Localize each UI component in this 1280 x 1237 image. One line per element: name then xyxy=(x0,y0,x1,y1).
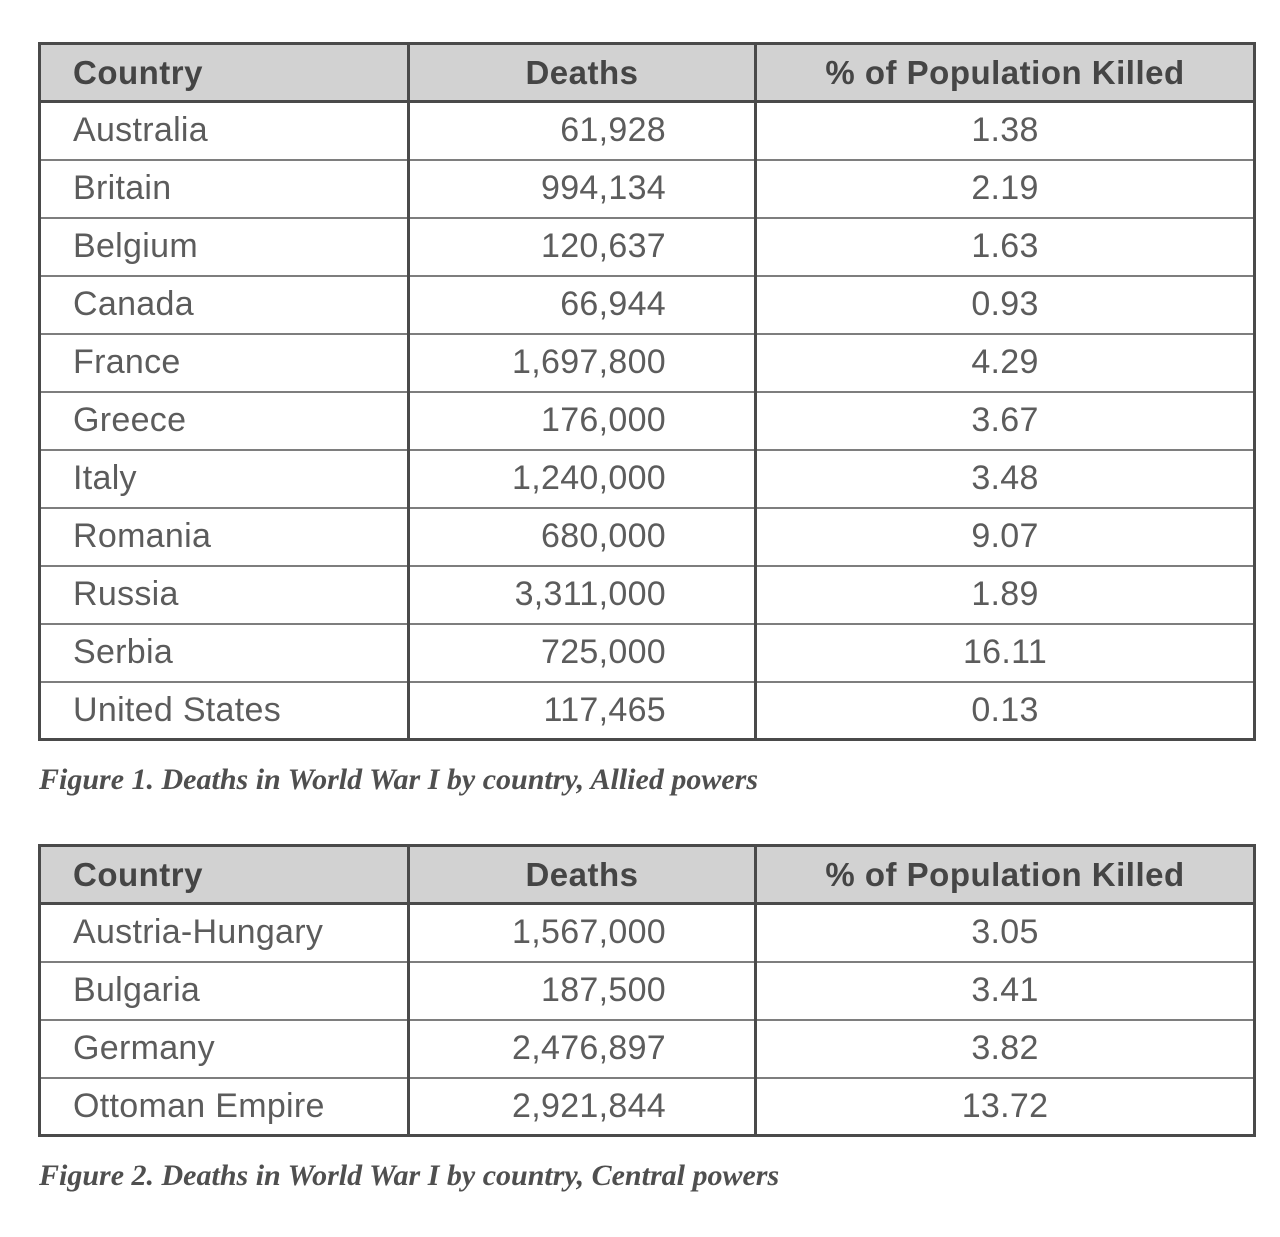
cell-country: Greece xyxy=(39,390,409,450)
cell-country: Romania xyxy=(39,506,409,566)
table-row: Italy 1,240,000 3.48 xyxy=(39,448,1255,508)
cell-percent-killed: 4.29 xyxy=(754,332,1255,392)
table-row: Russia 3,311,000 1.89 xyxy=(39,564,1255,624)
table-row: Serbia 725,000 16.11 xyxy=(39,622,1255,682)
cell-country: Germany xyxy=(39,1018,409,1078)
table-row: Austria-Hungary 1,567,000 3.05 xyxy=(39,902,1255,962)
cell-deaths: 1,240,000 xyxy=(407,448,756,508)
cell-percent-killed: 1.89 xyxy=(754,564,1255,624)
table-row: Ottoman Empire 2,921,844 13.72 xyxy=(39,1076,1255,1136)
cell-percent-killed: 3.41 xyxy=(754,960,1255,1020)
allied-powers-table: Country Deaths % of Population Killed Au… xyxy=(38,42,1256,741)
cell-country: France xyxy=(39,332,409,392)
table-row: United States 117,465 0.13 xyxy=(39,680,1255,740)
cell-country: Serbia xyxy=(39,622,409,682)
table-row: Belgium 120,637 1.63 xyxy=(39,216,1255,276)
cell-deaths: 1,567,000 xyxy=(407,902,756,962)
cell-percent-killed: 1.38 xyxy=(754,100,1255,160)
cell-percent-killed: 0.13 xyxy=(754,680,1255,740)
cell-country: Britain xyxy=(39,158,409,218)
cell-country: Russia xyxy=(39,564,409,624)
table-row: Canada 66,944 0.93 xyxy=(39,274,1255,334)
cell-deaths: 2,476,897 xyxy=(407,1018,756,1078)
cell-percent-killed: 3.82 xyxy=(754,1018,1255,1078)
table-row: Bulgaria 187,500 3.41 xyxy=(39,960,1255,1020)
cell-deaths: 61,928 xyxy=(407,100,756,160)
col-header-country: Country xyxy=(39,43,409,103)
cell-percent-killed: 3.48 xyxy=(754,448,1255,508)
cell-percent-killed: 2.19 xyxy=(754,158,1255,218)
cell-percent-killed: 3.67 xyxy=(754,390,1255,450)
cell-deaths: 1,697,800 xyxy=(407,332,756,392)
cell-deaths: 680,000 xyxy=(407,506,756,566)
central-powers-table: Country Deaths % of Population Killed Au… xyxy=(38,844,1256,1137)
table-row: Romania 680,000 9.07 xyxy=(39,506,1255,566)
cell-percent-killed: 3.05 xyxy=(754,902,1255,962)
cell-percent-killed: 13.72 xyxy=(754,1076,1255,1136)
col-header-deaths: Deaths xyxy=(407,845,756,905)
table-header-row: Country Deaths % of Population Killed xyxy=(39,845,1255,905)
cell-country: Ottoman Empire xyxy=(39,1076,409,1136)
cell-country: Belgium xyxy=(39,216,409,276)
cell-deaths: 66,944 xyxy=(407,274,756,334)
cell-deaths: 117,465 xyxy=(407,680,756,740)
cell-deaths: 120,637 xyxy=(407,216,756,276)
cell-country: United States xyxy=(39,680,409,740)
cell-percent-killed: 0.93 xyxy=(754,274,1255,334)
cell-country: Canada xyxy=(39,274,409,334)
cell-country: Australia xyxy=(39,100,409,160)
spacer xyxy=(38,797,1253,844)
cell-percent-killed: 16.11 xyxy=(754,622,1255,682)
col-header-deaths: Deaths xyxy=(407,43,756,103)
cell-deaths: 176,000 xyxy=(407,390,756,450)
cell-country: Austria-Hungary xyxy=(39,902,409,962)
table-row: Australia 61,928 1.38 xyxy=(39,100,1255,160)
figure-1-caption: Figure 1. Deaths in World War I by count… xyxy=(39,763,758,796)
col-header-country: Country xyxy=(39,845,409,905)
cell-deaths: 994,134 xyxy=(407,158,756,218)
cell-country: Italy xyxy=(39,448,409,508)
cell-deaths: 725,000 xyxy=(407,622,756,682)
table-header-row: Country Deaths % of Population Killed xyxy=(39,43,1255,103)
cell-deaths: 3,311,000 xyxy=(407,564,756,624)
table-row: France 1,697,800 4.29 xyxy=(39,332,1255,392)
cell-country: Bulgaria xyxy=(39,960,409,1020)
cell-deaths: 2,921,844 xyxy=(407,1076,756,1136)
col-header-percent-killed: % of Population Killed xyxy=(754,43,1255,103)
col-header-percent-killed: % of Population Killed xyxy=(754,845,1255,905)
figure-2-caption: Figure 2. Deaths in World War I by count… xyxy=(39,1159,780,1192)
table-row: Britain 994,134 2.19 xyxy=(39,158,1255,218)
cell-percent-killed: 9.07 xyxy=(754,506,1255,566)
cell-percent-killed: 1.63 xyxy=(754,216,1255,276)
table-row: Greece 176,000 3.67 xyxy=(39,390,1255,450)
table-row: Germany 2,476,897 3.82 xyxy=(39,1018,1255,1078)
cell-deaths: 187,500 xyxy=(407,960,756,1020)
